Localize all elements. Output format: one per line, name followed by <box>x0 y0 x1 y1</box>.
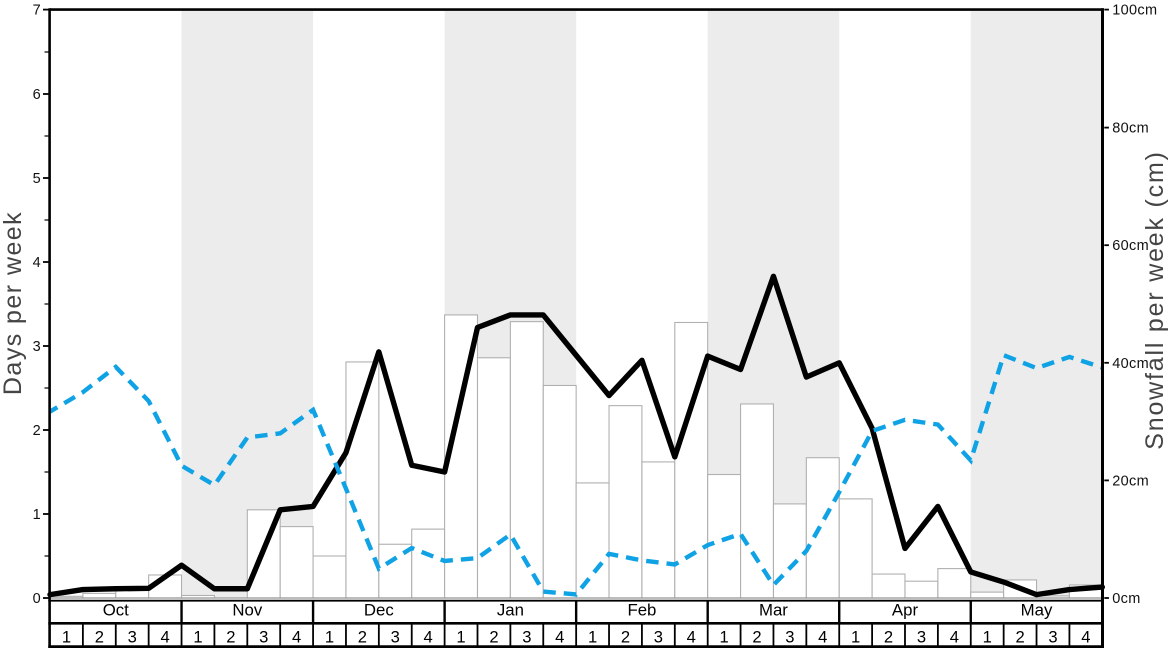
svg-text:3: 3 <box>522 628 531 647</box>
svg-text:Days per week: Days per week <box>0 211 27 395</box>
svg-text:1: 1 <box>720 628 729 647</box>
svg-text:2: 2 <box>33 423 41 439</box>
svg-text:1: 1 <box>983 628 992 647</box>
svg-text:0: 0 <box>33 591 41 607</box>
svg-text:40cm: 40cm <box>1112 356 1149 372</box>
svg-text:3: 3 <box>1048 628 1057 647</box>
svg-text:Oct: Oct <box>103 600 129 619</box>
svg-text:4: 4 <box>292 628 301 647</box>
svg-text:7: 7 <box>33 3 41 19</box>
svg-text:May: May <box>1021 600 1053 619</box>
svg-text:Nov: Nov <box>232 600 262 619</box>
svg-text:80cm: 80cm <box>1112 121 1149 137</box>
svg-text:1: 1 <box>851 628 860 647</box>
svg-text:4: 4 <box>818 628 827 647</box>
svg-text:2: 2 <box>489 628 498 647</box>
svg-text:Apr: Apr <box>892 600 919 619</box>
svg-text:Snowfall per week (cm): Snowfall per week (cm) <box>1141 150 1168 449</box>
svg-text:4: 4 <box>555 628 564 647</box>
svg-text:1: 1 <box>588 628 597 647</box>
svg-text:1: 1 <box>193 628 202 647</box>
svg-text:4: 4 <box>424 628 433 647</box>
svg-text:4: 4 <box>1081 628 1090 647</box>
svg-text:4: 4 <box>160 628 169 647</box>
svg-text:Dec: Dec <box>364 600 394 619</box>
svg-text:3: 3 <box>785 628 794 647</box>
svg-text:Mar: Mar <box>759 600 788 619</box>
svg-text:4: 4 <box>950 628 959 647</box>
svg-text:3: 3 <box>917 628 926 647</box>
svg-text:3: 3 <box>654 628 663 647</box>
svg-text:3: 3 <box>128 628 137 647</box>
svg-text:4: 4 <box>33 255 41 271</box>
svg-text:1: 1 <box>33 507 41 523</box>
svg-text:Jan: Jan <box>497 600 524 619</box>
svg-text:5: 5 <box>33 171 41 187</box>
svg-text:2: 2 <box>358 628 367 647</box>
svg-text:0cm: 0cm <box>1112 591 1140 607</box>
svg-text:2: 2 <box>95 628 104 647</box>
svg-text:3: 3 <box>391 628 400 647</box>
svg-text:20cm: 20cm <box>1112 473 1149 489</box>
svg-text:1: 1 <box>325 628 334 647</box>
svg-text:2: 2 <box>226 628 235 647</box>
svg-text:Feb: Feb <box>627 600 656 619</box>
svg-text:6: 6 <box>33 87 41 103</box>
svg-text:100cm: 100cm <box>1112 3 1157 19</box>
svg-text:4: 4 <box>687 628 696 647</box>
svg-text:2: 2 <box>621 628 630 647</box>
svg-text:2: 2 <box>1015 628 1024 647</box>
svg-text:60cm: 60cm <box>1112 238 1149 254</box>
svg-text:2: 2 <box>884 628 893 647</box>
svg-text:2: 2 <box>752 628 761 647</box>
svg-text:1: 1 <box>456 628 465 647</box>
svg-text:3: 3 <box>33 339 41 355</box>
svg-text:3: 3 <box>259 628 268 647</box>
svg-text:1: 1 <box>62 628 71 647</box>
